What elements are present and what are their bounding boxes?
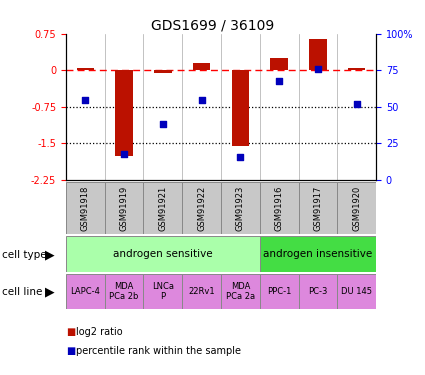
Bar — [105, 182, 143, 234]
Text: GSM91923: GSM91923 — [236, 186, 245, 231]
Text: ■: ■ — [66, 327, 75, 337]
Bar — [232, 70, 249, 146]
Bar — [270, 58, 288, 70]
Text: MDA
PCa 2b: MDA PCa 2b — [109, 282, 139, 301]
Point — [198, 97, 205, 103]
Text: ■: ■ — [66, 346, 75, 355]
Bar — [309, 39, 327, 70]
Text: DU 145: DU 145 — [341, 287, 372, 296]
Point — [159, 122, 166, 128]
Text: MDA
PCa 2a: MDA PCa 2a — [226, 282, 255, 301]
Bar — [76, 68, 94, 70]
Text: cell line: cell line — [2, 287, 42, 297]
Bar — [221, 182, 260, 234]
Text: GSM91916: GSM91916 — [275, 186, 283, 231]
Bar — [221, 274, 260, 309]
Bar — [143, 274, 182, 309]
Bar — [260, 274, 298, 309]
Point — [353, 101, 360, 107]
Bar — [298, 274, 337, 309]
Text: ▶: ▶ — [45, 249, 55, 261]
Bar — [66, 236, 260, 272]
Point — [314, 66, 321, 72]
Point — [82, 97, 89, 103]
Text: GSM91918: GSM91918 — [81, 186, 90, 231]
Point — [276, 78, 283, 84]
Text: log2 ratio: log2 ratio — [76, 327, 123, 337]
Text: percentile rank within the sample: percentile rank within the sample — [76, 346, 241, 355]
Bar — [337, 274, 376, 309]
Point — [121, 151, 128, 157]
Bar — [260, 236, 376, 272]
Text: GSM91921: GSM91921 — [159, 186, 167, 231]
Text: LNCa
P: LNCa P — [152, 282, 174, 301]
Bar — [298, 182, 337, 234]
Bar — [154, 70, 172, 73]
Text: GSM91920: GSM91920 — [352, 186, 361, 231]
Bar — [337, 182, 376, 234]
Text: PC-3: PC-3 — [308, 287, 328, 296]
Text: LAPC-4: LAPC-4 — [70, 287, 100, 296]
Text: androgen insensitive: androgen insensitive — [264, 249, 373, 259]
Text: GSM91919: GSM91919 — [119, 186, 128, 231]
Text: ▶: ▶ — [45, 285, 55, 298]
Text: PPC-1: PPC-1 — [267, 287, 292, 296]
Bar — [105, 274, 143, 309]
Text: ■  percentile rank within the sample: ■ percentile rank within the sample — [0, 374, 1, 375]
Point — [237, 154, 244, 160]
Text: GSM91917: GSM91917 — [314, 186, 323, 231]
Bar — [66, 274, 105, 309]
Text: GSM91922: GSM91922 — [197, 186, 206, 231]
Bar — [182, 274, 221, 309]
Bar — [66, 182, 105, 234]
Text: ■  log2 ratio: ■ log2 ratio — [0, 374, 1, 375]
Bar — [348, 68, 366, 70]
Text: cell type: cell type — [2, 250, 47, 260]
Text: 22Rv1: 22Rv1 — [188, 287, 215, 296]
Text: GDS1699 / 36109: GDS1699 / 36109 — [151, 19, 274, 33]
Bar — [182, 182, 221, 234]
Bar — [115, 70, 133, 156]
Bar — [193, 63, 210, 70]
Text: androgen sensitive: androgen sensitive — [113, 249, 212, 259]
Bar — [260, 182, 298, 234]
Bar — [143, 182, 182, 234]
